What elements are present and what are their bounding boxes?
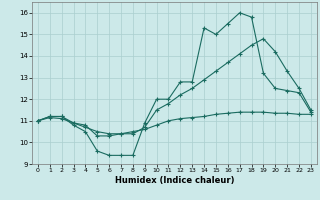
X-axis label: Humidex (Indice chaleur): Humidex (Indice chaleur): [115, 176, 234, 185]
